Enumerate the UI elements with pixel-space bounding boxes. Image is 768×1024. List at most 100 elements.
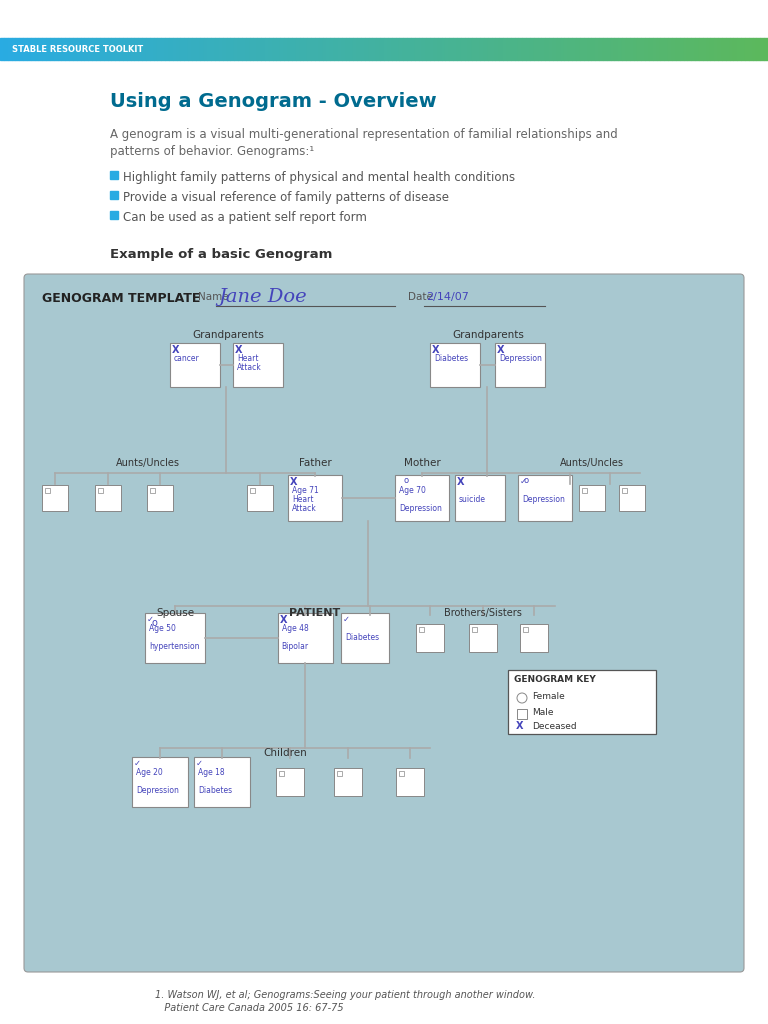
Bar: [110, 211, 118, 219]
Bar: [622, 38, 626, 60]
Bar: [534, 38, 538, 60]
Bar: [341, 613, 389, 663]
Bar: [676, 38, 680, 60]
Bar: [611, 38, 614, 60]
Bar: [269, 38, 273, 60]
Bar: [753, 38, 756, 60]
Bar: [637, 38, 641, 60]
Bar: [430, 38, 434, 60]
Bar: [503, 38, 507, 60]
Bar: [461, 38, 465, 60]
Bar: [508, 670, 656, 734]
Bar: [399, 771, 404, 776]
Bar: [741, 38, 745, 60]
Bar: [219, 38, 223, 60]
Bar: [695, 38, 699, 60]
Bar: [520, 624, 548, 652]
Bar: [115, 38, 119, 60]
Bar: [92, 38, 96, 60]
Bar: [119, 38, 123, 60]
Bar: [296, 38, 300, 60]
Bar: [553, 38, 557, 60]
Bar: [88, 38, 92, 60]
Bar: [507, 38, 511, 60]
Bar: [173, 38, 177, 60]
Bar: [522, 38, 526, 60]
Bar: [95, 485, 121, 511]
Bar: [580, 38, 584, 60]
Bar: [303, 38, 307, 60]
Bar: [591, 38, 595, 60]
Bar: [453, 38, 457, 60]
Text: o: o: [152, 618, 158, 628]
Bar: [98, 488, 103, 493]
Bar: [599, 38, 603, 60]
Bar: [279, 771, 284, 776]
Bar: [561, 38, 564, 60]
Text: Jane Doe: Jane Doe: [218, 288, 306, 306]
Bar: [722, 38, 726, 60]
Bar: [188, 38, 192, 60]
Bar: [407, 38, 411, 60]
Text: Diabetes: Diabetes: [345, 633, 379, 642]
Bar: [138, 38, 142, 60]
Bar: [54, 38, 58, 60]
Bar: [27, 38, 31, 60]
Text: 1. Watson WJ, et al; Genograms:Seeing your patient through another window.: 1. Watson WJ, et al; Genograms:Seeing yo…: [155, 990, 535, 1000]
Bar: [579, 485, 605, 511]
Text: o: o: [524, 476, 529, 485]
Bar: [349, 38, 353, 60]
Bar: [645, 38, 649, 60]
Text: Using a Genogram - Overview: Using a Genogram - Overview: [110, 92, 437, 111]
Text: cancer: cancer: [174, 354, 200, 362]
Bar: [737, 38, 741, 60]
Text: Diabetes: Diabetes: [434, 354, 468, 362]
Text: suicide: suicide: [459, 495, 486, 504]
Bar: [361, 38, 365, 60]
Bar: [484, 38, 488, 60]
Bar: [495, 38, 499, 60]
Bar: [211, 38, 215, 60]
Bar: [323, 38, 326, 60]
Bar: [145, 613, 205, 663]
Bar: [177, 38, 180, 60]
Bar: [465, 38, 468, 60]
Text: Name: Name: [198, 292, 229, 302]
Bar: [204, 38, 207, 60]
Bar: [392, 38, 396, 60]
Bar: [131, 38, 134, 60]
Bar: [200, 38, 204, 60]
Bar: [745, 38, 749, 60]
Bar: [46, 38, 50, 60]
Bar: [250, 488, 255, 493]
Bar: [399, 38, 403, 60]
Bar: [81, 38, 84, 60]
Bar: [649, 38, 653, 60]
Bar: [538, 38, 541, 60]
Bar: [342, 38, 346, 60]
Text: Age 50: Age 50: [149, 624, 176, 633]
Bar: [730, 38, 733, 60]
Bar: [684, 38, 687, 60]
Bar: [582, 488, 587, 493]
Bar: [603, 38, 607, 60]
Text: Female: Female: [532, 692, 564, 701]
Bar: [77, 38, 81, 60]
Bar: [45, 488, 50, 493]
Bar: [157, 38, 161, 60]
Text: Depression: Depression: [399, 504, 442, 513]
Bar: [15, 38, 19, 60]
Bar: [492, 38, 495, 60]
Text: ✓: ✓: [196, 759, 203, 768]
Bar: [372, 38, 376, 60]
Bar: [4, 38, 8, 60]
Bar: [733, 38, 737, 60]
Bar: [526, 38, 530, 60]
Bar: [760, 38, 764, 60]
Bar: [495, 343, 545, 387]
Bar: [357, 38, 361, 60]
Bar: [515, 38, 518, 60]
Text: Attack: Attack: [292, 504, 316, 513]
Bar: [280, 38, 284, 60]
Bar: [607, 38, 611, 60]
